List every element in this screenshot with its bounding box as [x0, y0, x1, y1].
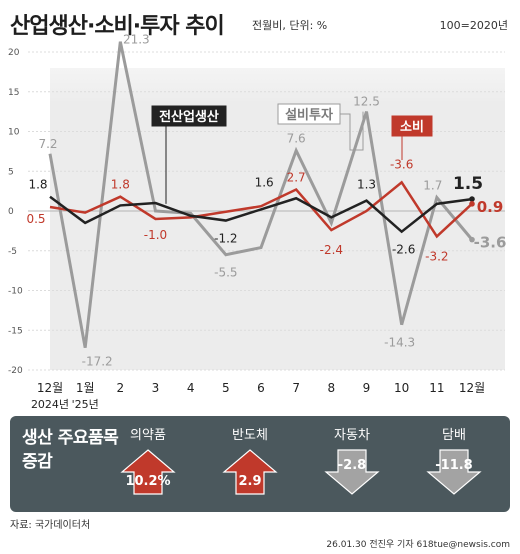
y-tick-label: 10: [8, 128, 20, 138]
x-tick-sublabel: '25년: [72, 398, 99, 411]
data-label: 1.7: [423, 178, 442, 192]
source-note: 자료: 국가데이터처: [10, 520, 91, 531]
arrow-up-icon: 10.2%: [120, 448, 176, 496]
series-end-point-2: [469, 236, 475, 243]
base-year-note: 100=2020년: [439, 19, 508, 32]
data-label: -3.6: [474, 234, 507, 252]
item-value: -11.8: [435, 458, 473, 473]
callout-box: [277, 103, 341, 125]
data-label: -2.6: [392, 243, 415, 257]
y-tick-label: 15: [8, 88, 19, 98]
y-tick-label: 5: [8, 167, 14, 177]
item-value: 2.9: [238, 474, 262, 489]
data-label: -14.3: [384, 336, 415, 350]
arrow-down-icon: -2.8: [324, 448, 380, 496]
x-tick-label: 7: [292, 381, 300, 395]
data-label: -3.6: [390, 157, 413, 171]
data-label: 12.5: [353, 95, 380, 109]
panel-title: 생산 주요품목 증감: [22, 428, 119, 472]
data-label: 1.3: [357, 178, 376, 192]
y-tick-label: -15: [8, 326, 23, 336]
item-label: 의약품: [130, 428, 166, 443]
data-label: 1.6: [255, 175, 274, 189]
item-value: 10.2%: [125, 474, 171, 489]
y-tick-label: -10: [8, 287, 23, 297]
x-tick-label: 12월: [37, 381, 63, 395]
series-line-2: [48, 41, 474, 349]
item-2: 자동차 -2.8: [312, 424, 392, 496]
x-tick-label: 10: [394, 381, 409, 395]
x-tick-label: 3: [152, 381, 160, 395]
data-label: -1.2: [214, 232, 237, 246]
data-label: 7.2: [38, 137, 57, 151]
x-tick-label: 12월: [459, 381, 485, 395]
item-label: 자동차: [334, 428, 370, 443]
y-tick-label: -5: [8, 247, 17, 257]
data-label: 0.9: [477, 198, 504, 216]
series-line-1: [49, 180, 473, 239]
data-label: -3.2: [425, 249, 448, 263]
item-label: 반도체: [232, 428, 268, 443]
y-tick-label: 0: [8, 207, 14, 217]
data-label: -17.2: [82, 355, 113, 369]
arrow-down-icon: -11.8: [426, 448, 482, 496]
series-end-point-1: [469, 201, 475, 207]
x-tick-label: 11: [429, 381, 444, 395]
callout-leader: [340, 111, 364, 151]
y-tick-label: 20: [8, 48, 20, 58]
data-label: 7.6: [287, 132, 306, 146]
data-label: -1.0: [144, 228, 167, 242]
item-value: -2.8: [337, 458, 367, 473]
x-tick-label: 4: [187, 381, 195, 395]
callout-label: 소비: [400, 120, 424, 135]
callout-label: 설비투자: [285, 108, 333, 123]
arrow-up-icon: 2.9: [222, 448, 278, 496]
x-tick-label: 6: [257, 381, 265, 395]
item-1: 반도체 2.9: [210, 424, 290, 496]
callout-label: 전산업생산: [159, 109, 219, 125]
data-label: -2.4: [320, 243, 343, 257]
x-tick-label: 8: [328, 381, 336, 395]
item-0: 의약품 10.2%: [108, 424, 188, 496]
data-label: 2.7: [287, 171, 306, 185]
credit-note: 26.01.30 전진우 기자 618tue@newsis.com: [326, 540, 510, 550]
data-label: 1.5: [453, 174, 483, 194]
series-line-0: [49, 195, 473, 234]
x-tick-label: 5: [222, 381, 230, 395]
x-tick-label: 9: [363, 381, 371, 395]
data-label: 1.8: [111, 178, 130, 192]
callout-box: [391, 115, 433, 137]
line-chart: 20 15 10 5 0 -5 -10 -15 -20 12월 2024년 1월 '25년 2 3 4 5 6 7 8…: [8, 33, 507, 411]
callout-box: [151, 105, 227, 127]
data-label: -5.5: [214, 266, 237, 280]
item-label: 담배: [442, 428, 466, 443]
x-tick-label: 2: [117, 381, 125, 395]
unit-note: 전월비, 단위: %: [252, 19, 328, 32]
page-title: 산업생산·소비·투자 추이: [10, 14, 225, 39]
x-tick-label: 1월: [76, 381, 95, 395]
item-3: 담배 -11.8: [414, 424, 494, 496]
data-label: 1.8: [28, 178, 47, 192]
data-label: 21.3: [123, 33, 150, 47]
data-label: 0.5: [26, 212, 45, 226]
y-tick-label: -20: [8, 366, 23, 376]
item-panel: 생산 주요품목 증감 의약품 10.2% 반도체 2.9 자동차 -2.8 담배 -11.8: [10, 416, 510, 512]
series-end-point-0: [469, 196, 475, 202]
x-tick-sublabel: 2024년: [31, 398, 69, 411]
